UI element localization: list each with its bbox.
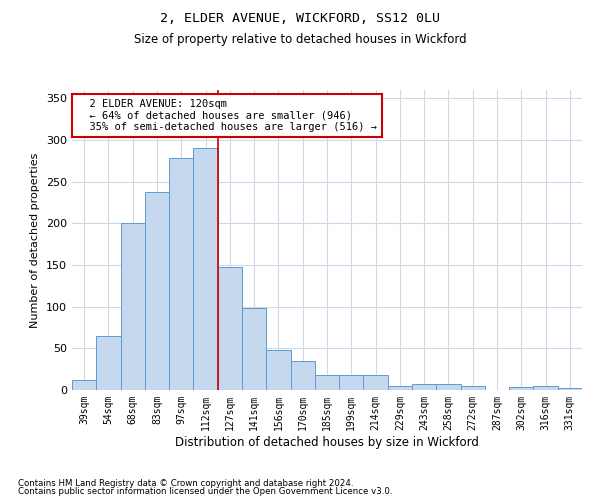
- Bar: [412, 384, 436, 390]
- X-axis label: Distribution of detached houses by size in Wickford: Distribution of detached houses by size …: [175, 436, 479, 448]
- Bar: [388, 386, 412, 390]
- Bar: [121, 224, 145, 390]
- Bar: [315, 375, 339, 390]
- Bar: [533, 386, 558, 390]
- Bar: [290, 361, 315, 390]
- Bar: [461, 386, 485, 390]
- Bar: [339, 375, 364, 390]
- Bar: [509, 386, 533, 390]
- Bar: [558, 388, 582, 390]
- Bar: [436, 384, 461, 390]
- Bar: [72, 380, 96, 390]
- Bar: [218, 266, 242, 390]
- Text: 2, ELDER AVENUE, WICKFORD, SS12 0LU: 2, ELDER AVENUE, WICKFORD, SS12 0LU: [160, 12, 440, 26]
- Bar: [242, 308, 266, 390]
- Bar: [364, 375, 388, 390]
- Text: 2 ELDER AVENUE: 120sqm
  ← 64% of detached houses are smaller (946)
  35% of sem: 2 ELDER AVENUE: 120sqm ← 64% of detached…: [77, 99, 377, 132]
- Text: Size of property relative to detached houses in Wickford: Size of property relative to detached ho…: [134, 32, 466, 46]
- Text: Contains HM Land Registry data © Crown copyright and database right 2024.: Contains HM Land Registry data © Crown c…: [18, 478, 353, 488]
- Bar: [96, 336, 121, 390]
- Text: Contains public sector information licensed under the Open Government Licence v3: Contains public sector information licen…: [18, 487, 392, 496]
- Bar: [145, 192, 169, 390]
- Bar: [266, 350, 290, 390]
- Bar: [169, 158, 193, 390]
- Y-axis label: Number of detached properties: Number of detached properties: [31, 152, 40, 328]
- Bar: [193, 148, 218, 390]
